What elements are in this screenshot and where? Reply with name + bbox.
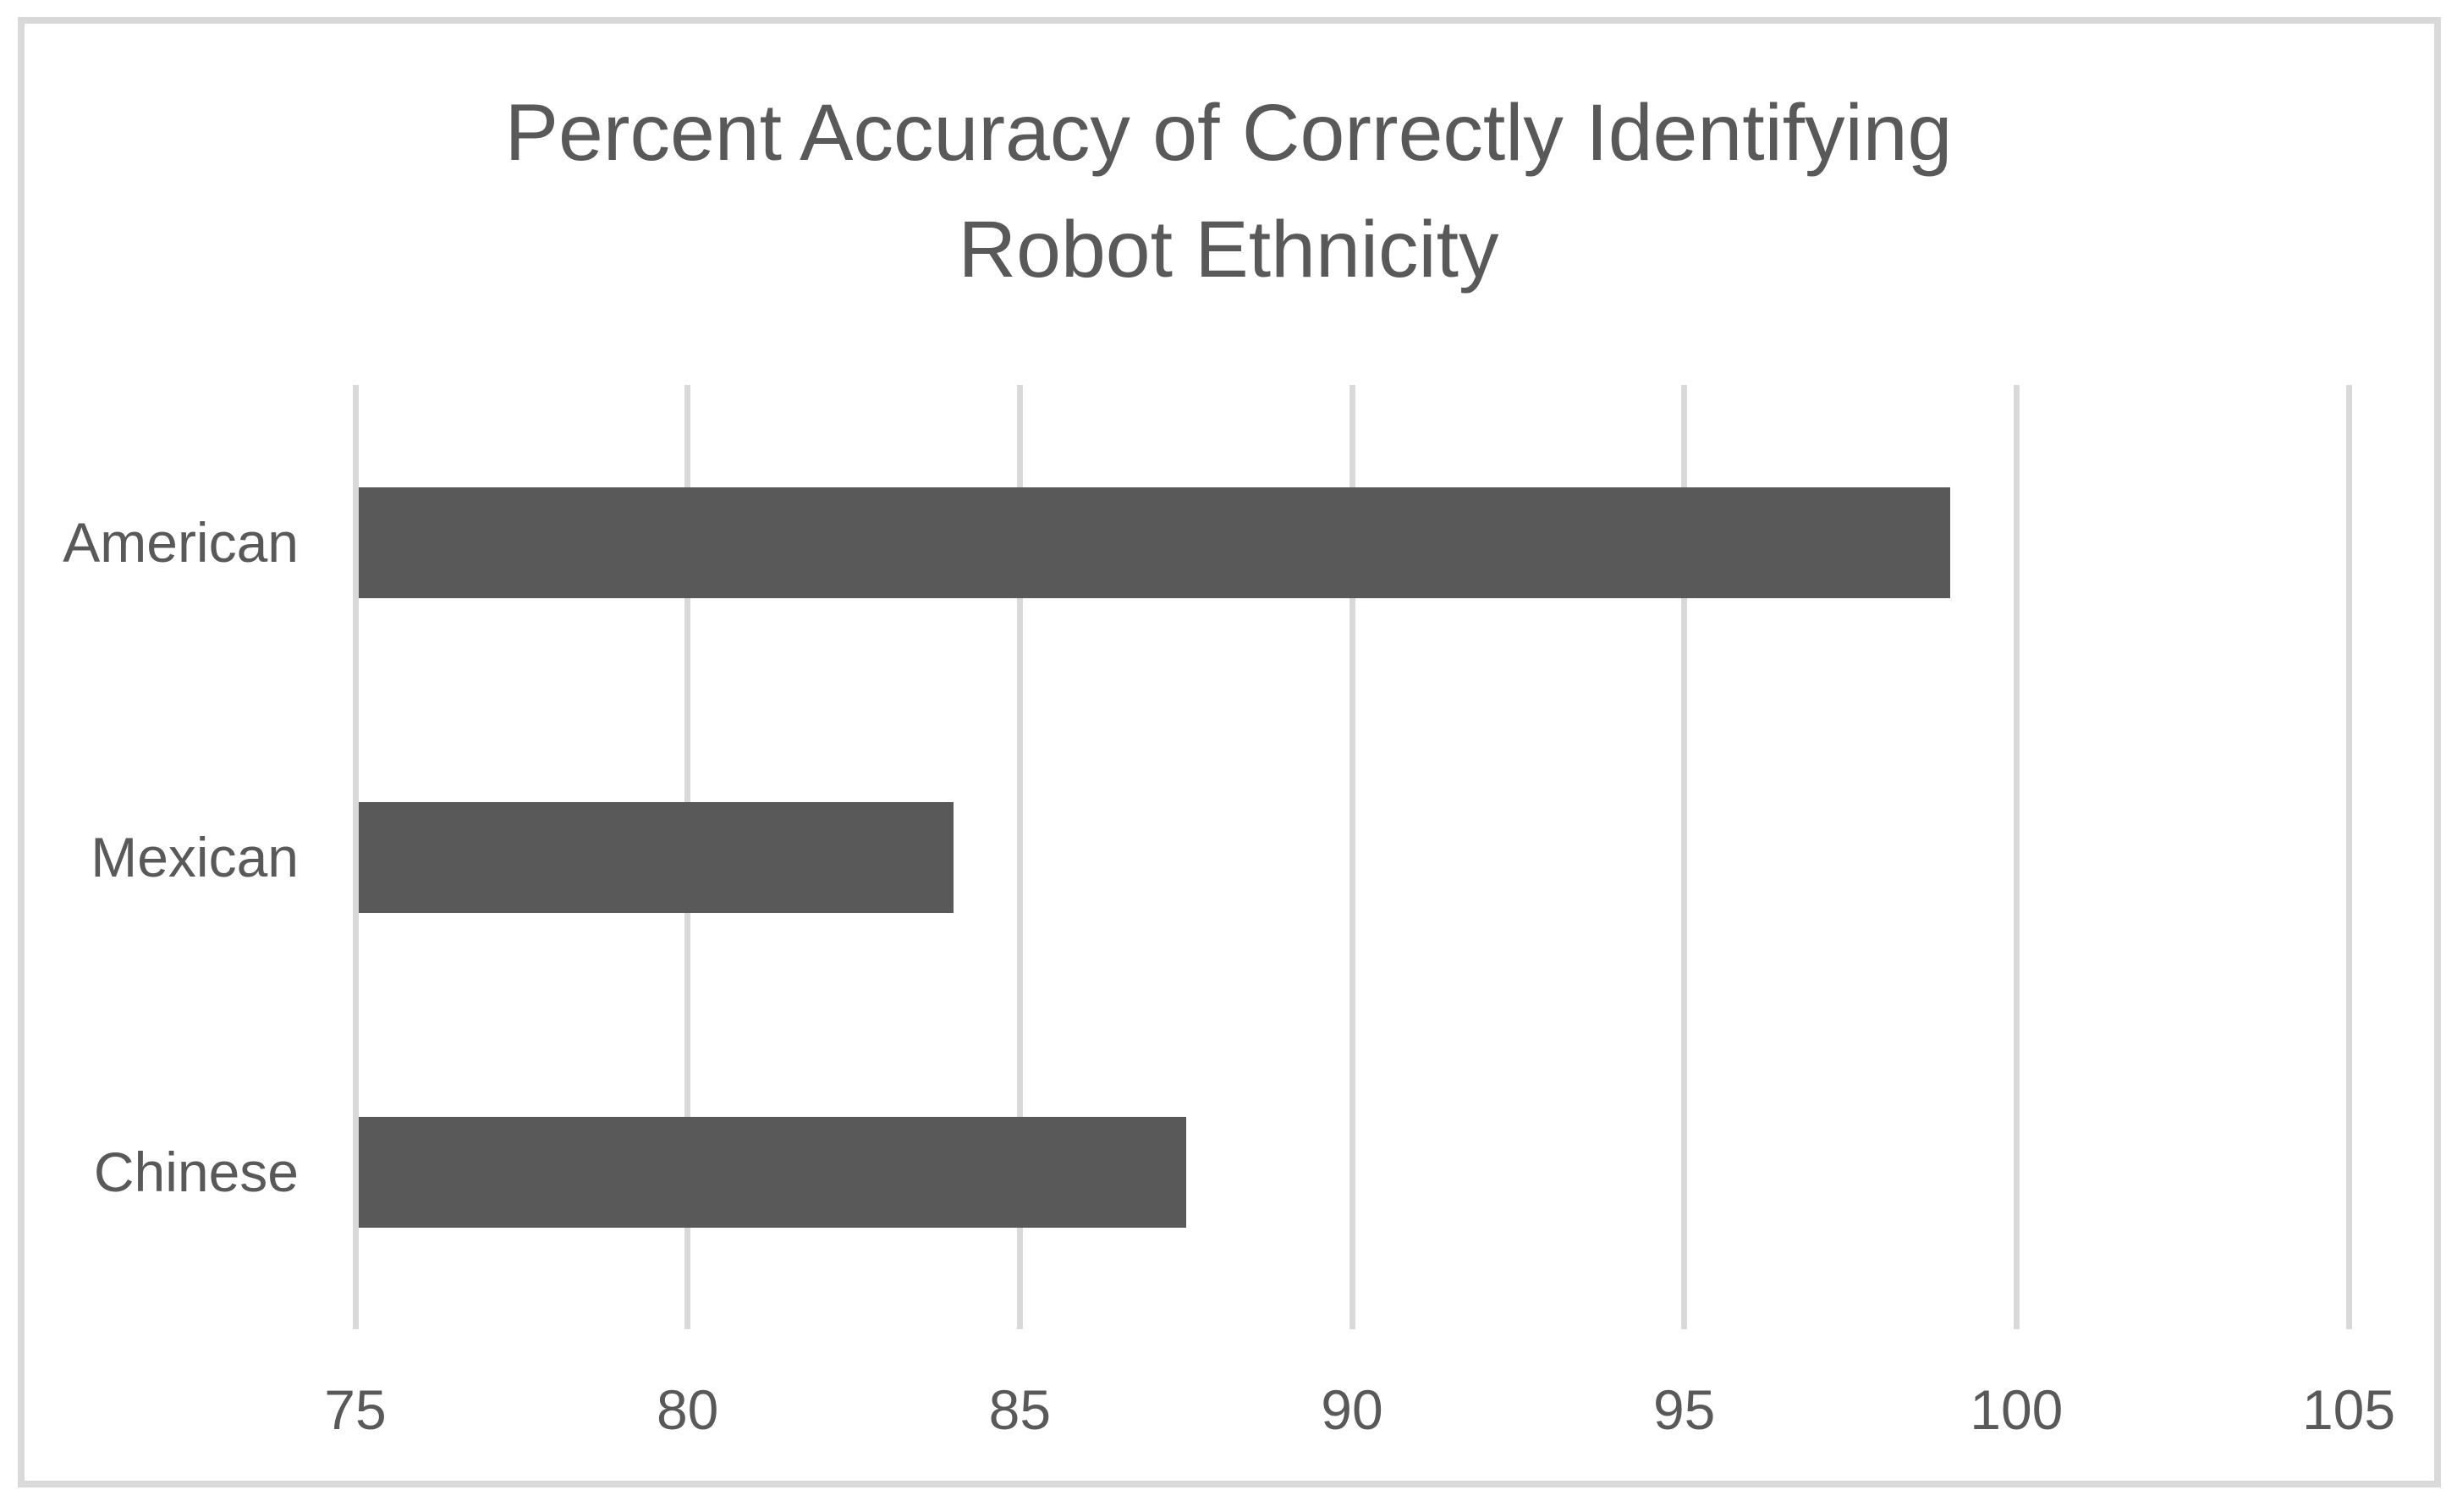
- category-label-american: American: [63, 511, 299, 574]
- chart-title: Percent Accuracy of Correctly Identifyin…: [0, 74, 2457, 308]
- gridline-x-100: [2013, 385, 2020, 1329]
- x-tick-label-85: 85: [988, 1378, 1052, 1441]
- gridline-x-75: [352, 385, 359, 1329]
- category-label-chinese: Chinese: [93, 1141, 299, 1203]
- x-tick-label-100: 100: [1970, 1378, 2064, 1441]
- bar-american: [358, 487, 1950, 598]
- x-tick-label-105: 105: [2301, 1378, 2396, 1441]
- gridline-x-95: [1681, 385, 1688, 1329]
- x-tick-label-75: 75: [324, 1378, 387, 1441]
- chart-title-line-1: Percent Accuracy of Correctly Identifyin…: [504, 88, 1953, 178]
- x-tick-label-95: 95: [1652, 1378, 1716, 1441]
- gridline-x-90: [1349, 385, 1355, 1329]
- chart-area-border: [18, 17, 2441, 1487]
- category-label-mexican: Mexican: [91, 826, 299, 888]
- gridline-x-85: [1016, 385, 1023, 1329]
- gridline-x-105: [2345, 385, 2352, 1329]
- bar-mexican: [358, 801, 954, 913]
- x-tick-label-90: 90: [1321, 1378, 1383, 1441]
- bar-chinese: [358, 1116, 1186, 1228]
- x-tick-label-80: 80: [656, 1378, 719, 1441]
- chart-title-line-2: Robot Ethnicity: [958, 205, 1499, 294]
